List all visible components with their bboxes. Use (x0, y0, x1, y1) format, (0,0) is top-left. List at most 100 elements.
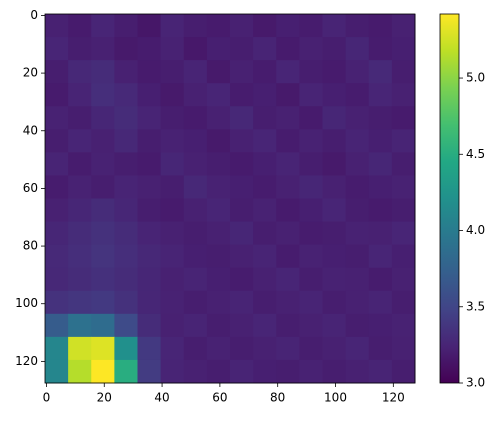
cell (91, 106, 115, 130)
cell (276, 37, 300, 61)
cell (391, 60, 416, 84)
cell (253, 152, 277, 176)
cell (253, 359, 277, 384)
cell (230, 106, 254, 130)
cell (276, 152, 300, 176)
cell (206, 267, 231, 292)
cell (299, 221, 323, 246)
cell (206, 336, 231, 361)
cell (45, 106, 69, 130)
cell (137, 313, 162, 338)
cell (183, 198, 208, 223)
cell (183, 221, 208, 246)
cell (45, 129, 69, 153)
cell (276, 60, 300, 84)
x-tick-label: 40 (154, 391, 169, 405)
colorbar-tick-label: 3.0 (466, 376, 485, 390)
cell (230, 14, 254, 38)
x-tick-label: 0 (43, 391, 51, 405)
cell (183, 37, 208, 61)
cell (253, 267, 277, 292)
cell (137, 267, 162, 292)
cell (206, 129, 231, 153)
cell (68, 106, 92, 130)
cell (230, 290, 254, 315)
cell (368, 60, 393, 84)
cell (391, 83, 416, 107)
cell (391, 14, 416, 38)
colorbar-tick-label: 4.5 (466, 147, 485, 161)
cell (299, 313, 323, 338)
colorbar-tick-label: 3.5 (466, 299, 485, 313)
cell (299, 83, 323, 107)
cell (299, 129, 323, 153)
cell (391, 129, 416, 153)
cell (276, 290, 300, 315)
cell (253, 175, 277, 199)
cell (91, 198, 115, 223)
cell (230, 221, 254, 246)
cell (230, 37, 254, 61)
cell (183, 244, 208, 269)
colorbar-tick-label: 5.0 (466, 71, 485, 85)
cell (368, 14, 393, 38)
cell (253, 244, 277, 269)
cell (45, 336, 69, 361)
cell (91, 336, 115, 361)
cell (253, 198, 277, 223)
cell (368, 152, 393, 176)
cell (160, 175, 185, 199)
cell (299, 244, 323, 269)
colorbar (439, 13, 460, 384)
cell (299, 60, 323, 84)
cell (137, 221, 162, 246)
cell (160, 244, 185, 269)
cell (91, 37, 115, 61)
cell (322, 60, 347, 84)
cell (276, 336, 300, 361)
cell (91, 83, 115, 107)
cell (183, 313, 208, 338)
cell (322, 83, 347, 107)
cell (322, 359, 347, 384)
cell (391, 152, 416, 176)
cell (276, 106, 300, 130)
cell (230, 336, 254, 361)
cell (114, 152, 138, 176)
cell (91, 14, 115, 38)
cell (299, 290, 323, 315)
cell (160, 290, 185, 315)
cell (322, 267, 347, 292)
cell (114, 267, 138, 292)
cell (68, 290, 92, 315)
cell (45, 152, 69, 176)
cell (91, 267, 115, 292)
cell (91, 290, 115, 315)
cell (91, 244, 115, 269)
cell (253, 221, 277, 246)
cell (160, 106, 185, 130)
cell (68, 244, 92, 269)
cell (114, 106, 138, 130)
cell (391, 198, 416, 223)
cell (299, 336, 323, 361)
cell (160, 152, 185, 176)
cell (91, 129, 115, 153)
cell (345, 221, 370, 246)
cell (206, 106, 231, 130)
cell (68, 14, 92, 38)
cell (68, 129, 92, 153)
cell (299, 198, 323, 223)
cell (253, 313, 277, 338)
cell (68, 37, 92, 61)
x-tick-label: 80 (270, 391, 285, 405)
cell (45, 244, 69, 269)
cell (345, 152, 370, 176)
cell (137, 60, 162, 84)
cell (68, 83, 92, 107)
cell (45, 175, 69, 199)
cell (345, 83, 370, 107)
cell (253, 14, 277, 38)
cell (137, 198, 162, 223)
cell (206, 290, 231, 315)
